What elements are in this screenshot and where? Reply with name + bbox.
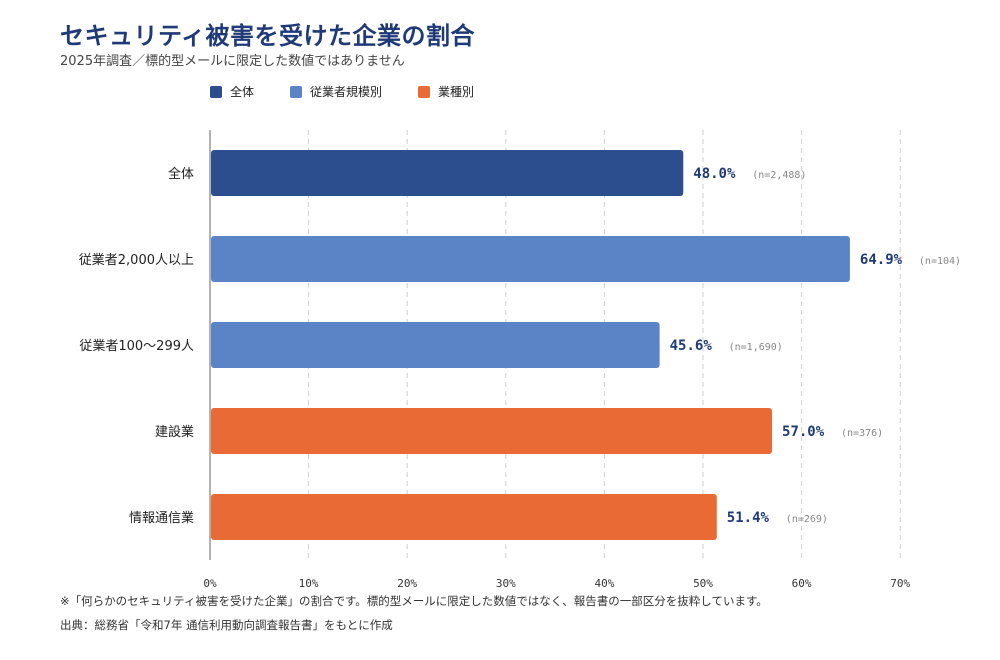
sample-size-label: (n=269): [786, 514, 828, 525]
x-tick-label: 30%: [496, 577, 516, 590]
legend-item-industry: 業種別: [418, 83, 474, 100]
value-label: 51.4%: [727, 510, 770, 526]
category-label: 従業者2,000人以上: [79, 252, 194, 268]
bar: [211, 494, 717, 540]
legend-swatch-industry: [418, 85, 431, 98]
legend-label-industry: 業種別: [438, 85, 475, 99]
legend-label-overall: 全体: [230, 85, 255, 99]
category-label: 建設業: [155, 424, 194, 440]
x-tick-label: 50%: [693, 577, 713, 590]
value-label: 45.6%: [670, 338, 713, 354]
sample-size-label: (n=2,488): [752, 170, 806, 181]
bar: [211, 150, 684, 196]
x-tick-label: 20%: [397, 577, 417, 590]
x-tick-label: 40%: [594, 577, 614, 590]
bar-chart: 0% 10% 20% 30% 40% 50% 60% 70% 全体 48.0% (n=2,488) 従…: [79, 130, 961, 590]
bar: [211, 322, 660, 368]
legend-swatch-employee-size: [290, 85, 303, 98]
x-tick-label: 0%: [203, 577, 217, 590]
value-label: 64.9%: [860, 252, 903, 268]
x-tick-label: 70%: [890, 577, 910, 590]
x-tick-label: 10%: [299, 577, 319, 590]
bar: [211, 408, 773, 454]
x-tick-label: 60%: [792, 577, 812, 590]
value-label: 48.0%: [693, 166, 736, 182]
legend-item-employee-size: 従業者規模別: [290, 83, 382, 100]
bar: [211, 236, 850, 282]
category-label: 情報通信業: [129, 510, 194, 526]
chart-title: セキュリティ被害を受けた企業の割合: [60, 22, 476, 50]
category-label: 全体: [168, 166, 194, 182]
value-label: 57.0%: [782, 424, 825, 440]
sample-size-label: (n=1,690): [729, 342, 783, 353]
legend-label-employee-size: 従業者規模別: [310, 85, 383, 99]
source-note: 出典：総務省「令和7年 通信利用動向調査報告書」をもとに作成: [60, 618, 393, 632]
sample-size-label: (n=104): [919, 256, 961, 267]
footnote: ※「何らかのセキュリティ被害を受けた企業」の割合です。標的型メールに限定した数値…: [60, 594, 768, 608]
category-label: 従業者100～299人: [79, 338, 194, 354]
sample-size-label: (n=376): [841, 428, 883, 439]
chart-subtitle: 2025年調査／標的型メールに限定した数値ではありません: [60, 54, 405, 69]
legend-swatch-overall: [210, 85, 222, 98]
legend-item-overall: 全体: [210, 83, 254, 100]
legend: 全体 従業者規模別 業種別: [210, 83, 474, 100]
